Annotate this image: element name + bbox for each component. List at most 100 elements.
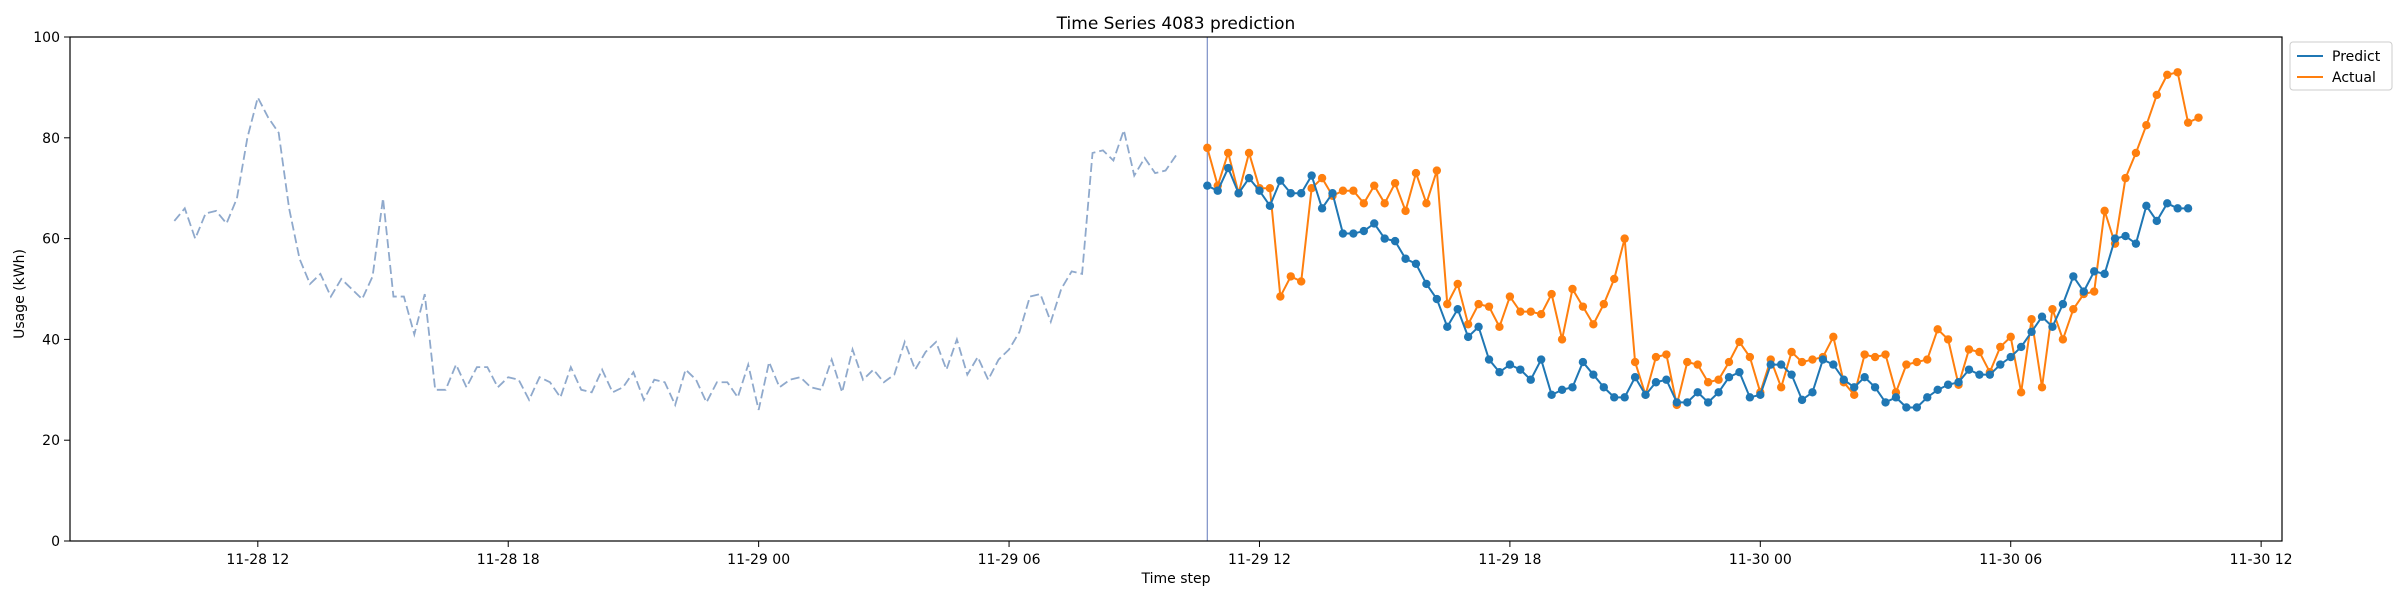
series-predict-point bbox=[1286, 189, 1295, 198]
series-predict-point bbox=[2131, 239, 2141, 248]
series-predict-point bbox=[1495, 367, 1504, 377]
series-predict-point bbox=[1672, 398, 1682, 407]
series-predict-point bbox=[1432, 294, 1442, 304]
series-actual-point bbox=[1265, 184, 1275, 193]
series-predict-point bbox=[2037, 312, 2047, 321]
series-actual-point bbox=[1797, 357, 1807, 367]
series-actual-point bbox=[2194, 113, 2203, 122]
series-predict-point bbox=[1954, 378, 1963, 387]
series-actual-point bbox=[1630, 357, 1640, 367]
x-tick-label: 11-30 06 bbox=[1979, 552, 2042, 568]
legend-label-actual: Actual bbox=[2332, 70, 2376, 86]
series-predict-point bbox=[1463, 332, 1473, 342]
series-actual-point bbox=[1536, 310, 1546, 319]
chart-title: Time Series 4083 prediction bbox=[1056, 14, 1296, 34]
series-predict-point bbox=[1703, 398, 1713, 407]
series-predict-point bbox=[1776, 360, 1786, 369]
series-predict-point bbox=[1808, 388, 1817, 397]
series-predict-point bbox=[1662, 375, 1671, 384]
series-predict-point bbox=[1933, 385, 1942, 394]
series-predict-point bbox=[1620, 393, 1629, 402]
series-actual-point bbox=[2100, 206, 2109, 216]
series-predict-point bbox=[2121, 231, 2130, 241]
series-predict-point bbox=[1255, 186, 1264, 195]
series-predict-point bbox=[2079, 287, 2088, 296]
x-tick-label: 11-29 18 bbox=[1478, 552, 1541, 568]
series-actual-point bbox=[1829, 332, 1838, 342]
series-predict-point bbox=[2173, 204, 2182, 213]
series-predict-point bbox=[1714, 388, 1723, 397]
series-predict-point bbox=[1213, 186, 1222, 195]
series-actual-point bbox=[1776, 383, 1786, 392]
series-predict-point bbox=[1912, 403, 1922, 412]
series-actual-point bbox=[2027, 315, 2036, 324]
series-predict-point bbox=[1599, 383, 1608, 392]
series-predict-point bbox=[1536, 355, 1546, 364]
series-actual-point bbox=[1610, 274, 1619, 284]
series-actual-point bbox=[2183, 118, 2193, 127]
legend-label-predict: Predict bbox=[2332, 49, 2381, 65]
y-tick-label: 100 bbox=[33, 30, 60, 46]
series-predict-point bbox=[2016, 342, 2026, 352]
series-actual-point bbox=[1338, 186, 1348, 195]
series-predict-point bbox=[1818, 355, 1828, 364]
x-tick-label: 11-28 12 bbox=[226, 552, 289, 568]
series-actual-point bbox=[1453, 279, 1462, 289]
legend: Predict Actual bbox=[2289, 41, 2393, 91]
y-axis: 0 20 40 60 80 100 bbox=[33, 30, 70, 550]
series-actual-point bbox=[1860, 350, 1869, 359]
series-predict-point bbox=[1307, 171, 1316, 180]
series-actual-point bbox=[1714, 375, 1723, 384]
series-actual-point bbox=[2058, 335, 2068, 344]
series-actual-point bbox=[1870, 352, 1880, 362]
series-predict-point bbox=[1422, 279, 1431, 289]
y-tick-label: 80 bbox=[42, 131, 60, 147]
series-actual-point bbox=[1505, 292, 1515, 301]
series-actual-point bbox=[1484, 302, 1494, 311]
series-actual-point bbox=[1223, 148, 1233, 158]
series-predict-point bbox=[1453, 304, 1462, 314]
series-actual-point bbox=[2069, 304, 2078, 314]
series-predict-point bbox=[1370, 219, 1379, 228]
series-actual-point bbox=[2089, 287, 2099, 296]
series-predict-point bbox=[1401, 254, 1410, 263]
series-actual-point bbox=[1401, 206, 1410, 216]
series-actual-point bbox=[1526, 307, 1535, 316]
series-predict-point bbox=[2183, 204, 2193, 213]
series-actual-point bbox=[1703, 378, 1713, 387]
series-predict-point bbox=[1630, 373, 1640, 382]
series-actual-point bbox=[1422, 199, 1431, 208]
series-actual-point bbox=[1557, 335, 1567, 344]
series-predict-point bbox=[2027, 327, 2036, 337]
series-predict-point bbox=[2110, 234, 2120, 243]
series-actual-point bbox=[1943, 335, 1953, 344]
series-predict-point bbox=[1683, 398, 1692, 407]
series-predict-point bbox=[1985, 370, 1995, 379]
series-predict-point bbox=[1850, 383, 1859, 392]
series-actual-point bbox=[2037, 383, 2047, 392]
series-predict-point bbox=[1349, 229, 1358, 238]
y-axis-label: Usage (kWh) bbox=[12, 249, 28, 339]
series-predict-point bbox=[1964, 365, 1974, 374]
series-actual-point bbox=[1244, 148, 1254, 158]
series-actual-point bbox=[1474, 299, 1483, 309]
series-actual-point bbox=[1881, 350, 1890, 359]
series-predict-point bbox=[2152, 216, 2161, 226]
series-actual-point bbox=[2152, 90, 2161, 100]
series-actual-point bbox=[1902, 360, 1911, 369]
series-actual-point bbox=[1683, 357, 1692, 367]
series-actual-point bbox=[1745, 352, 1755, 362]
series-actual-point bbox=[1297, 277, 1306, 286]
series-predict-point bbox=[2006, 352, 2015, 362]
series-predict-point bbox=[1589, 370, 1598, 379]
y-tick-label: 60 bbox=[42, 232, 60, 248]
series-predict-point bbox=[1234, 189, 1243, 198]
series-predict-point bbox=[1610, 393, 1619, 402]
series-actual-point bbox=[1547, 289, 1556, 299]
series-actual-point bbox=[2163, 70, 2172, 80]
series-predict-point bbox=[1735, 367, 1744, 377]
series-predict-point bbox=[1317, 204, 1327, 213]
series-actual-point bbox=[2048, 304, 2057, 314]
